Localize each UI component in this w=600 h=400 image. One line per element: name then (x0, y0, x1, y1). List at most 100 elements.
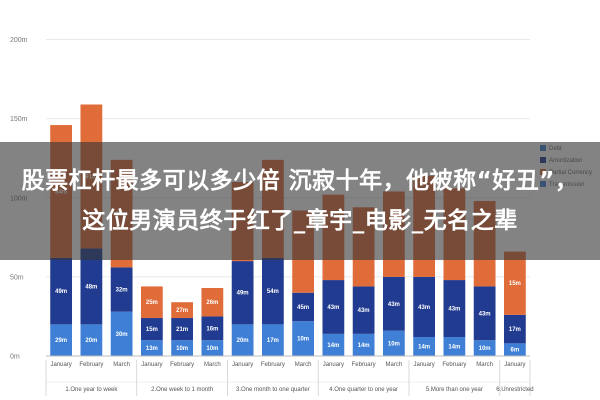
group-label: 5.More than one year (426, 387, 483, 393)
bar-segment (292, 292, 315, 322)
data-label: 30m (116, 332, 128, 338)
bar-segment (352, 333, 375, 356)
x-tick-label: March (476, 362, 493, 368)
data-label: 49m (237, 291, 249, 297)
x-tick-label: March (386, 362, 403, 368)
x-tick-label: January (323, 362, 344, 368)
bar-segment (443, 280, 466, 338)
bar-segment (292, 321, 315, 356)
group-label: 3.One month to one quarter (236, 387, 310, 393)
bar-segment (322, 333, 345, 356)
bar-segment (80, 324, 103, 356)
bar-segment (171, 318, 194, 341)
x-tick-label: February (442, 362, 466, 368)
bar-segment (413, 276, 436, 338)
data-label: 10m (297, 337, 309, 343)
y-tick-label: 150m (10, 116, 28, 123)
data-label: 29m (55, 338, 67, 344)
data-label: 15m (509, 281, 521, 287)
data-label: 10m (176, 346, 188, 352)
bar-segment (140, 318, 163, 341)
x-tick-label: March (295, 362, 312, 368)
x-tick-label: February (79, 362, 103, 368)
bar-segment (140, 286, 163, 319)
data-label: 26m (206, 300, 218, 306)
data-label: 32m (116, 288, 128, 294)
data-label: 14m (448, 345, 460, 351)
x-tick-label: February (261, 362, 285, 368)
data-label: 43m (358, 308, 370, 314)
x-tick-label: March (113, 362, 130, 368)
data-label: 15m (146, 327, 158, 333)
x-tick-label: March (204, 362, 221, 368)
data-label: 20m (85, 338, 97, 344)
axis-layer: 0m50m100m150m200mJanuaryFebruaryMarchJan… (10, 37, 534, 396)
article-title: 股票杠杆最多可以多少倍 沉寂十年，他被称“好丑”，这位男演员终于红了_章宇_电影… (21, 168, 579, 234)
y-tick-label: 200m (10, 37, 28, 44)
bar-segment (503, 314, 526, 344)
bar-segment (140, 340, 163, 356)
data-label: 45m (297, 305, 309, 311)
data-label: 43m (388, 302, 400, 308)
bar-segment (110, 311, 133, 356)
group-label: 1.One year to week (65, 387, 118, 393)
bar-segment (201, 340, 224, 356)
y-tick-label: 0m (10, 354, 20, 361)
bar-segment (261, 257, 284, 325)
data-label: 16m (206, 326, 218, 332)
group-label: 6.Unrestricted (496, 387, 533, 393)
bar-segment (352, 286, 375, 334)
bar-segment (473, 286, 496, 341)
x-tick-label: January (413, 362, 434, 368)
data-label: 17m (509, 327, 521, 333)
data-label: 14m (327, 343, 339, 349)
bar-segment (382, 330, 405, 356)
bar-segment (261, 324, 284, 356)
data-label: 10m (206, 346, 218, 352)
data-label: 13m (146, 346, 158, 352)
bar-segment (503, 343, 526, 356)
bar-segment (201, 316, 224, 341)
bar-segment (171, 302, 194, 319)
group-label: 2.One week to 1 month (151, 387, 213, 393)
data-label: 10m (479, 346, 491, 352)
overlay-banner: 股票杠杆最多可以多少倍 沉寂十年，他被称“好丑”，这位男演员终于红了_章宇_电影… (0, 142, 600, 260)
bar-segment (50, 257, 73, 325)
data-label: 49m (55, 289, 67, 295)
x-tick-label: February (352, 362, 376, 368)
data-label: 20m (237, 338, 249, 344)
bar-segment (473, 340, 496, 356)
data-label: 6m (511, 348, 520, 354)
bar-segment (503, 251, 526, 315)
data-label: 43m (479, 311, 491, 317)
bar-segment (322, 280, 345, 334)
x-tick-label: February (170, 362, 194, 368)
bar-segment (201, 287, 224, 317)
data-label: 48m (85, 284, 97, 290)
data-label: 25m (146, 300, 158, 306)
data-label: 14m (418, 345, 430, 351)
bar-segment (443, 337, 466, 356)
data-label: 14m (358, 343, 370, 349)
y-tick-label: 50m (10, 274, 24, 281)
bar-segment (231, 324, 254, 356)
group-label: 4.One quarter to one year (329, 387, 398, 393)
x-tick-label: January (504, 362, 525, 368)
data-label: 43m (418, 305, 430, 311)
data-label: 10m (388, 341, 400, 347)
bar-segment (80, 248, 103, 325)
x-tick-label: January (141, 362, 162, 368)
bar-segment (231, 261, 254, 325)
data-label: 43m (448, 307, 460, 313)
data-label: 43m (327, 305, 339, 311)
bar-segment (382, 276, 405, 331)
bar-segment (50, 324, 73, 356)
data-label: 21m (176, 327, 188, 333)
bar-segment (110, 267, 133, 312)
data-label: 27m (176, 308, 188, 314)
bar-segment (413, 337, 436, 356)
data-label: 17m (267, 338, 279, 344)
data-label: 54m (267, 289, 279, 295)
x-tick-label: January (232, 362, 253, 368)
bar-segment (171, 340, 194, 356)
